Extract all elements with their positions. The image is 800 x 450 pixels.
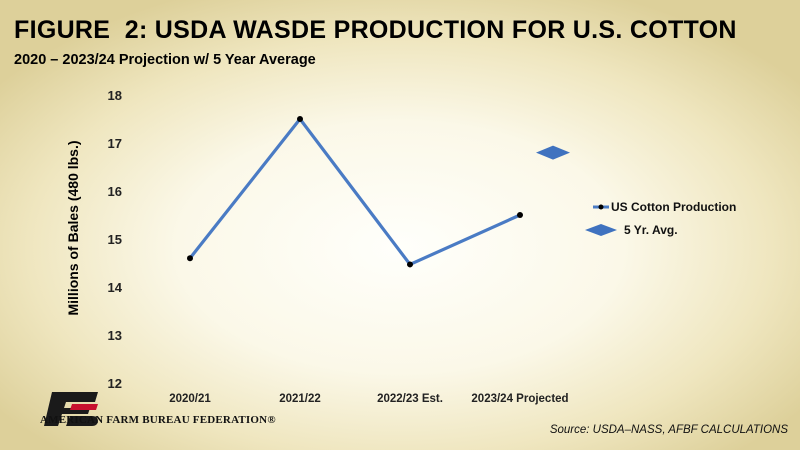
y-tick-label: 17 (108, 136, 122, 151)
y-tick-label: 18 (108, 88, 122, 103)
legend-point-swatch (598, 204, 604, 210)
logo-text: AMERICAN FARM BUREAU FEDERATION® (40, 414, 276, 426)
legend-label-avg: 5 Yr. Avg. (624, 223, 678, 237)
y-tick-label: 13 (108, 328, 122, 343)
chart-title: FIGURE 2: USDA WASDE PRODUCTION FOR U.S.… (14, 16, 737, 44)
x-tick-label: 2020/21 (169, 393, 211, 405)
chart-subtitle: 2020 – 2023/24 Projection w/ 5 Year Aver… (14, 52, 316, 68)
source-note: Source: USDA–NASS, AFBF CALCULATIONS (549, 424, 788, 436)
x-tick-label: 2022/23 Est. (377, 393, 443, 405)
data-point (407, 261, 413, 268)
x-tick-label: 2021/22 (279, 393, 321, 405)
series-line (188, 117, 521, 267)
data-point (517, 212, 523, 218)
y-tick-label: 12 (108, 376, 122, 391)
plot-area: 12 13 14 15 16 17 18 2020/21 2021/22 2022/23 Est.… (65, 88, 736, 405)
x-tick-label: 2023/24 Projected (471, 393, 568, 405)
legend-diamond-swatch (585, 224, 617, 236)
y-axis-label: Millions of Bales (480 lbs.) (65, 140, 81, 315)
y-tick-label: 14 (108, 280, 123, 295)
afbf-logo-icon (44, 392, 98, 426)
data-point (187, 255, 193, 262)
legend-label-production: US Cotton Production (611, 200, 736, 214)
data-point (297, 116, 303, 122)
y-tick-label: 16 (108, 184, 122, 199)
y-tick-label: 15 (108, 232, 122, 247)
five-year-avg-marker (536, 145, 570, 160)
